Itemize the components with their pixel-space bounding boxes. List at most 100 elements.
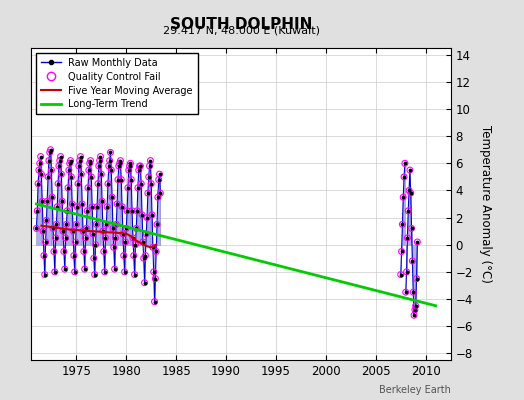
Point <box>41 239 50 245</box>
Point <box>48 194 57 200</box>
Point <box>138 212 146 218</box>
Point <box>411 307 419 313</box>
Point <box>82 225 91 232</box>
Point <box>155 171 163 177</box>
Point <box>99 228 107 234</box>
Point <box>74 163 83 169</box>
Point <box>46 149 54 156</box>
Point <box>93 204 101 210</box>
Point <box>107 167 115 173</box>
Point <box>91 271 99 278</box>
Point <box>98 198 106 204</box>
Point <box>119 252 128 259</box>
Point <box>110 244 118 251</box>
Point <box>123 208 132 214</box>
Point <box>143 214 151 221</box>
Point <box>58 198 67 204</box>
Point <box>102 221 111 228</box>
Point <box>139 255 148 262</box>
Point <box>117 176 125 183</box>
Point <box>98 198 106 204</box>
Point <box>115 160 124 166</box>
Point <box>84 184 92 191</box>
Point <box>111 266 119 272</box>
Point <box>43 198 51 204</box>
Point <box>61 235 70 241</box>
Point <box>51 235 60 241</box>
Point <box>67 174 75 180</box>
Point <box>122 225 130 232</box>
Point <box>118 204 126 210</box>
Point <box>54 163 63 169</box>
Point <box>411 302 420 309</box>
Point <box>38 198 47 204</box>
Point <box>401 289 410 295</box>
Point <box>72 221 81 228</box>
Point <box>89 231 97 237</box>
Point <box>69 228 77 234</box>
Point <box>119 252 128 259</box>
Point <box>401 289 410 295</box>
Point <box>132 225 140 232</box>
Point <box>129 252 138 259</box>
Point <box>404 208 412 214</box>
Point <box>35 167 43 173</box>
Title: SOUTH DOLPHIN: SOUTH DOLPHIN <box>170 16 312 32</box>
Point <box>33 208 41 214</box>
Point <box>33 208 41 214</box>
Point <box>142 231 150 237</box>
Point <box>57 153 65 160</box>
Point <box>92 221 101 228</box>
Point <box>397 271 405 278</box>
Point <box>155 176 163 183</box>
Point <box>45 157 53 164</box>
Point <box>106 149 115 156</box>
Point <box>410 312 418 318</box>
Point <box>124 184 132 191</box>
Point <box>66 160 74 166</box>
Point <box>86 157 95 164</box>
Point <box>93 204 101 210</box>
Point <box>136 163 145 169</box>
Point <box>140 280 149 286</box>
Point <box>49 225 57 232</box>
Point <box>154 194 162 200</box>
Point <box>136 163 145 169</box>
Point <box>85 167 93 173</box>
Point <box>94 180 102 187</box>
Point <box>72 221 81 228</box>
Point <box>95 157 104 164</box>
Text: Berkeley Earth: Berkeley Earth <box>379 385 451 395</box>
Point <box>412 276 421 282</box>
Point <box>67 174 75 180</box>
Point <box>103 204 111 210</box>
Point <box>113 201 121 207</box>
Point <box>397 248 406 255</box>
Point <box>85 160 94 166</box>
Point <box>145 174 153 180</box>
Point <box>39 228 47 234</box>
Point <box>52 221 61 228</box>
Point <box>67 157 75 164</box>
Point <box>40 271 49 278</box>
Point <box>135 163 144 169</box>
Point <box>106 149 115 156</box>
Point <box>137 180 146 187</box>
Point <box>398 221 407 228</box>
Point <box>56 157 64 164</box>
Point <box>62 221 71 228</box>
Point <box>147 180 156 187</box>
Point <box>141 252 149 259</box>
Point <box>84 184 92 191</box>
Point <box>47 146 55 153</box>
Point <box>46 149 54 156</box>
Point <box>408 258 417 264</box>
Point <box>401 160 409 166</box>
Point <box>124 184 132 191</box>
Point <box>75 157 84 164</box>
Point <box>40 252 48 259</box>
Point <box>133 208 141 214</box>
Point <box>71 269 79 275</box>
Point <box>80 248 88 255</box>
Point <box>96 153 105 160</box>
